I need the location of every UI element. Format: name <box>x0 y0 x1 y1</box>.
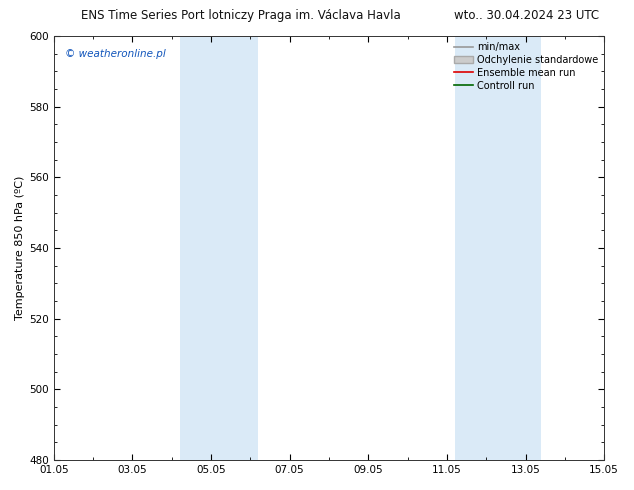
Text: ENS Time Series Port lotniczy Praga im. Václava Havla: ENS Time Series Port lotniczy Praga im. … <box>81 9 401 22</box>
Bar <box>179 36 258 460</box>
Text: wto.. 30.04.2024 23 UTC: wto.. 30.04.2024 23 UTC <box>454 9 598 22</box>
Text: © weatheronline.pl: © weatheronline.pl <box>65 49 165 59</box>
Bar <box>455 36 541 460</box>
Legend: min/max, Odchylenie standardowe, Ensemble mean run, Controll run: min/max, Odchylenie standardowe, Ensembl… <box>450 38 602 95</box>
Y-axis label: Temperature 850 hPa (ºC): Temperature 850 hPa (ºC) <box>15 176 25 320</box>
